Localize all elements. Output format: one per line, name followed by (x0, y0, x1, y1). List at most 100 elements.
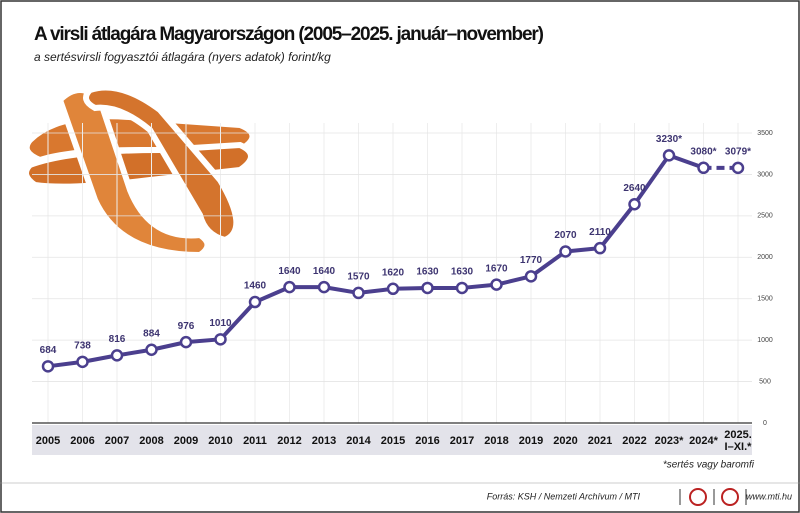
y-tick-label: 2000 (757, 254, 773, 261)
point (697, 161, 710, 175)
point (593, 241, 607, 255)
data-label: 1620 (382, 267, 405, 278)
data-label: 1770 (520, 255, 543, 266)
x-tick-label-box: 2023* (654, 435, 684, 447)
point (283, 280, 296, 294)
x-axis-band (32, 425, 752, 455)
data-label: 1640 (313, 266, 336, 277)
point (455, 281, 469, 295)
x-tick-label: 2014 (346, 435, 371, 447)
point (41, 360, 55, 373)
x-tick-label: 2015 (380, 435, 406, 447)
x-tick-label-box: 2017 (449, 435, 475, 447)
x-tick-label: 2020 (553, 435, 578, 447)
y-tick-label: 3500 (757, 130, 773, 137)
x-tick-label: 2019 (518, 435, 544, 447)
x-tick-label-box: 2019 (518, 435, 544, 447)
x-tick-label: 2023* (654, 435, 684, 447)
x-tick-label: 2007 (104, 435, 130, 447)
point (352, 286, 365, 300)
point (628, 198, 641, 211)
data-label: 1640 (278, 266, 301, 277)
data-label: 684 (40, 345, 57, 356)
point (214, 333, 227, 346)
data-label: 738 (74, 340, 91, 351)
y-tick-label: 1000 (757, 337, 773, 344)
x-tick-label: 2010 (208, 435, 233, 447)
x-tick-label-box: 2025. I–XI.* (724, 429, 752, 453)
point (145, 343, 158, 357)
point (179, 335, 193, 349)
point (559, 245, 572, 258)
y-tick-label: 500 (759, 378, 771, 385)
point (317, 280, 331, 294)
point (421, 281, 434, 295)
data-label: 3079* (725, 147, 751, 158)
x-tick-label-box: 2016 (415, 435, 440, 447)
y-tick-label: 3000 (757, 171, 773, 178)
x-tick-label-box: 2020 (553, 435, 578, 447)
website: www.mti.hu (746, 491, 792, 501)
x-tick-label: 2009 (173, 435, 199, 447)
x-tick-label-box: 2014 (346, 435, 371, 447)
x-tick-label: 2016 (415, 435, 440, 447)
x-tick-label-box: 2008 (139, 435, 164, 447)
data-label: 2070 (554, 230, 577, 241)
x-tick-label-box: 2005 (35, 435, 61, 447)
x-tick-label-box: 2007 (104, 435, 130, 447)
x-tick-label-box: 2009 (173, 435, 199, 447)
point (248, 295, 262, 309)
chart-subtitle: a sertésvirsli fogyasztói átlagára (nyer… (34, 50, 331, 64)
data-label: 1630 (451, 267, 474, 278)
point (110, 349, 124, 362)
x-tick-label: 2017 (449, 435, 475, 447)
x-tick-label-box: 2013 (311, 435, 337, 447)
x-tick-label-box: 2010 (208, 435, 233, 447)
data-label: 884 (143, 328, 160, 339)
x-tick-label: 2005 (35, 435, 61, 447)
data-label: 2640 (623, 183, 646, 194)
point (524, 270, 538, 283)
x-tick-label: 2018 (484, 435, 509, 447)
data-label: 816 (109, 334, 126, 345)
x-tick-label-box: 2021 (587, 435, 613, 447)
x-tick-label: 2006 (70, 435, 95, 447)
x-tick-label-box: 2011 (243, 435, 267, 447)
x-tick-label-box: 2012 (277, 435, 302, 447)
x-tick-label-box: 2015 (380, 435, 406, 447)
data-label: 3080* (690, 146, 716, 157)
point (490, 278, 503, 291)
data-label: 1670 (485, 263, 508, 274)
x-tick-label: 2011 (243, 435, 267, 447)
data-label: 3230* (656, 134, 682, 145)
data-label: 1570 (347, 272, 370, 283)
point (76, 355, 89, 369)
x-tick-label: 2012 (277, 435, 302, 447)
logos (679, 488, 747, 506)
data-label: 1460 (244, 281, 267, 292)
x-tick-label: 2022 (622, 435, 647, 447)
data-label: 2110 (589, 227, 611, 238)
footnote: *sertés vagy baromfi (663, 460, 755, 471)
x-tick-label: 2025. I–XI.* (724, 429, 752, 453)
x-tick-label-box: 2022 (622, 435, 647, 447)
x-tick-label: 2021 (587, 435, 613, 447)
source: Forrás: KSH / Nemzeti Archívum / MTI (487, 491, 641, 501)
y-tick-label: 1500 (757, 296, 773, 303)
data-label: 1630 (416, 267, 439, 278)
x-tick-label: 2013 (311, 435, 337, 447)
x-tick-label: 2024* (689, 435, 718, 447)
x-tick-label-box: 2024* (689, 435, 718, 447)
y-tick-label: 2500 (757, 213, 773, 220)
x-tick-label: 2008 (139, 435, 164, 447)
point (731, 161, 745, 175)
x-tick-label-box: 2018 (484, 435, 509, 447)
point (662, 149, 676, 162)
y-tick-label: 0 (763, 420, 767, 427)
point (386, 282, 400, 296)
data-label: 1010 (209, 318, 232, 329)
chart-title: A virsli átlagára Magyarországon (2005–2… (34, 24, 544, 45)
x-tick-label-box: 2006 (70, 435, 95, 447)
data-label: 976 (178, 321, 195, 332)
